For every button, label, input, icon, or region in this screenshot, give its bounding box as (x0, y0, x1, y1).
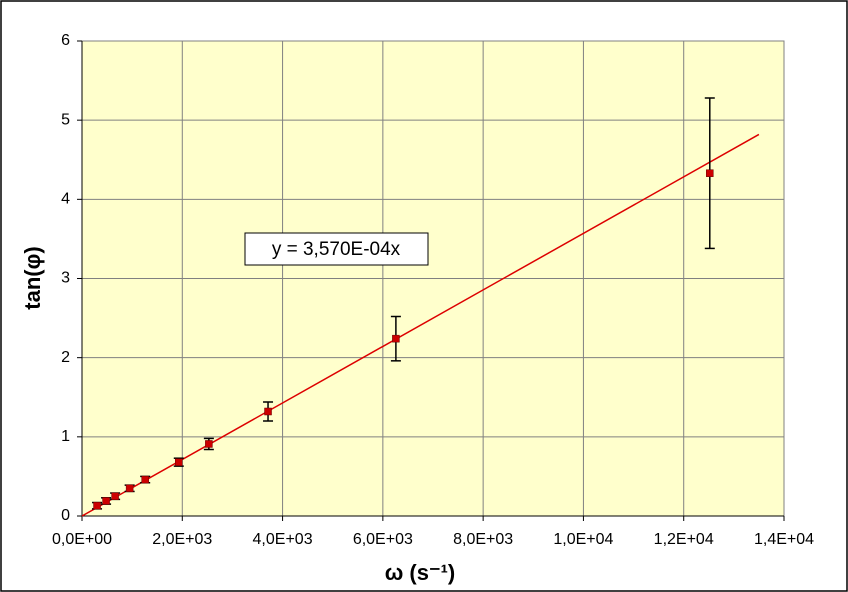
y-tick-label: 2 (61, 349, 70, 366)
point (125, 484, 134, 493)
y-tick-label: 5 (61, 111, 70, 128)
y-tick-label: 6 (61, 32, 70, 49)
point (93, 501, 101, 510)
point (175, 458, 183, 466)
y-axis-label: tan(φ) (20, 246, 45, 309)
x-tick-label: 0,0E+00 (52, 531, 112, 548)
y-tick-label: 4 (61, 191, 70, 208)
point (141, 475, 149, 484)
x-tick-label: 1,2E+04 (654, 531, 714, 548)
x-tick-label: 8,0E+03 (453, 531, 513, 548)
y-tick-label: 3 (61, 270, 70, 287)
x-tick-label: 1,4E+04 (754, 531, 814, 548)
point (706, 169, 714, 177)
point (102, 497, 110, 505)
point (392, 334, 400, 343)
equation-box (244, 232, 429, 266)
y-tick-label: 1 (61, 428, 70, 445)
x-tick-label: 4,0E+03 (253, 531, 313, 548)
y-tick-label: 0 (61, 507, 70, 524)
x-tick-label: 6,0E+03 (353, 531, 413, 548)
x-axis-label: ω (s⁻¹) (385, 560, 456, 585)
point (205, 440, 213, 448)
trendline (81, 133, 760, 517)
point (264, 407, 272, 416)
equation: y = 3,570E-04x (272, 239, 401, 260)
x-tick-label: 1,0E+04 (553, 531, 613, 548)
x-tick-label: 2,0E+03 (152, 531, 212, 548)
point (111, 492, 119, 500)
